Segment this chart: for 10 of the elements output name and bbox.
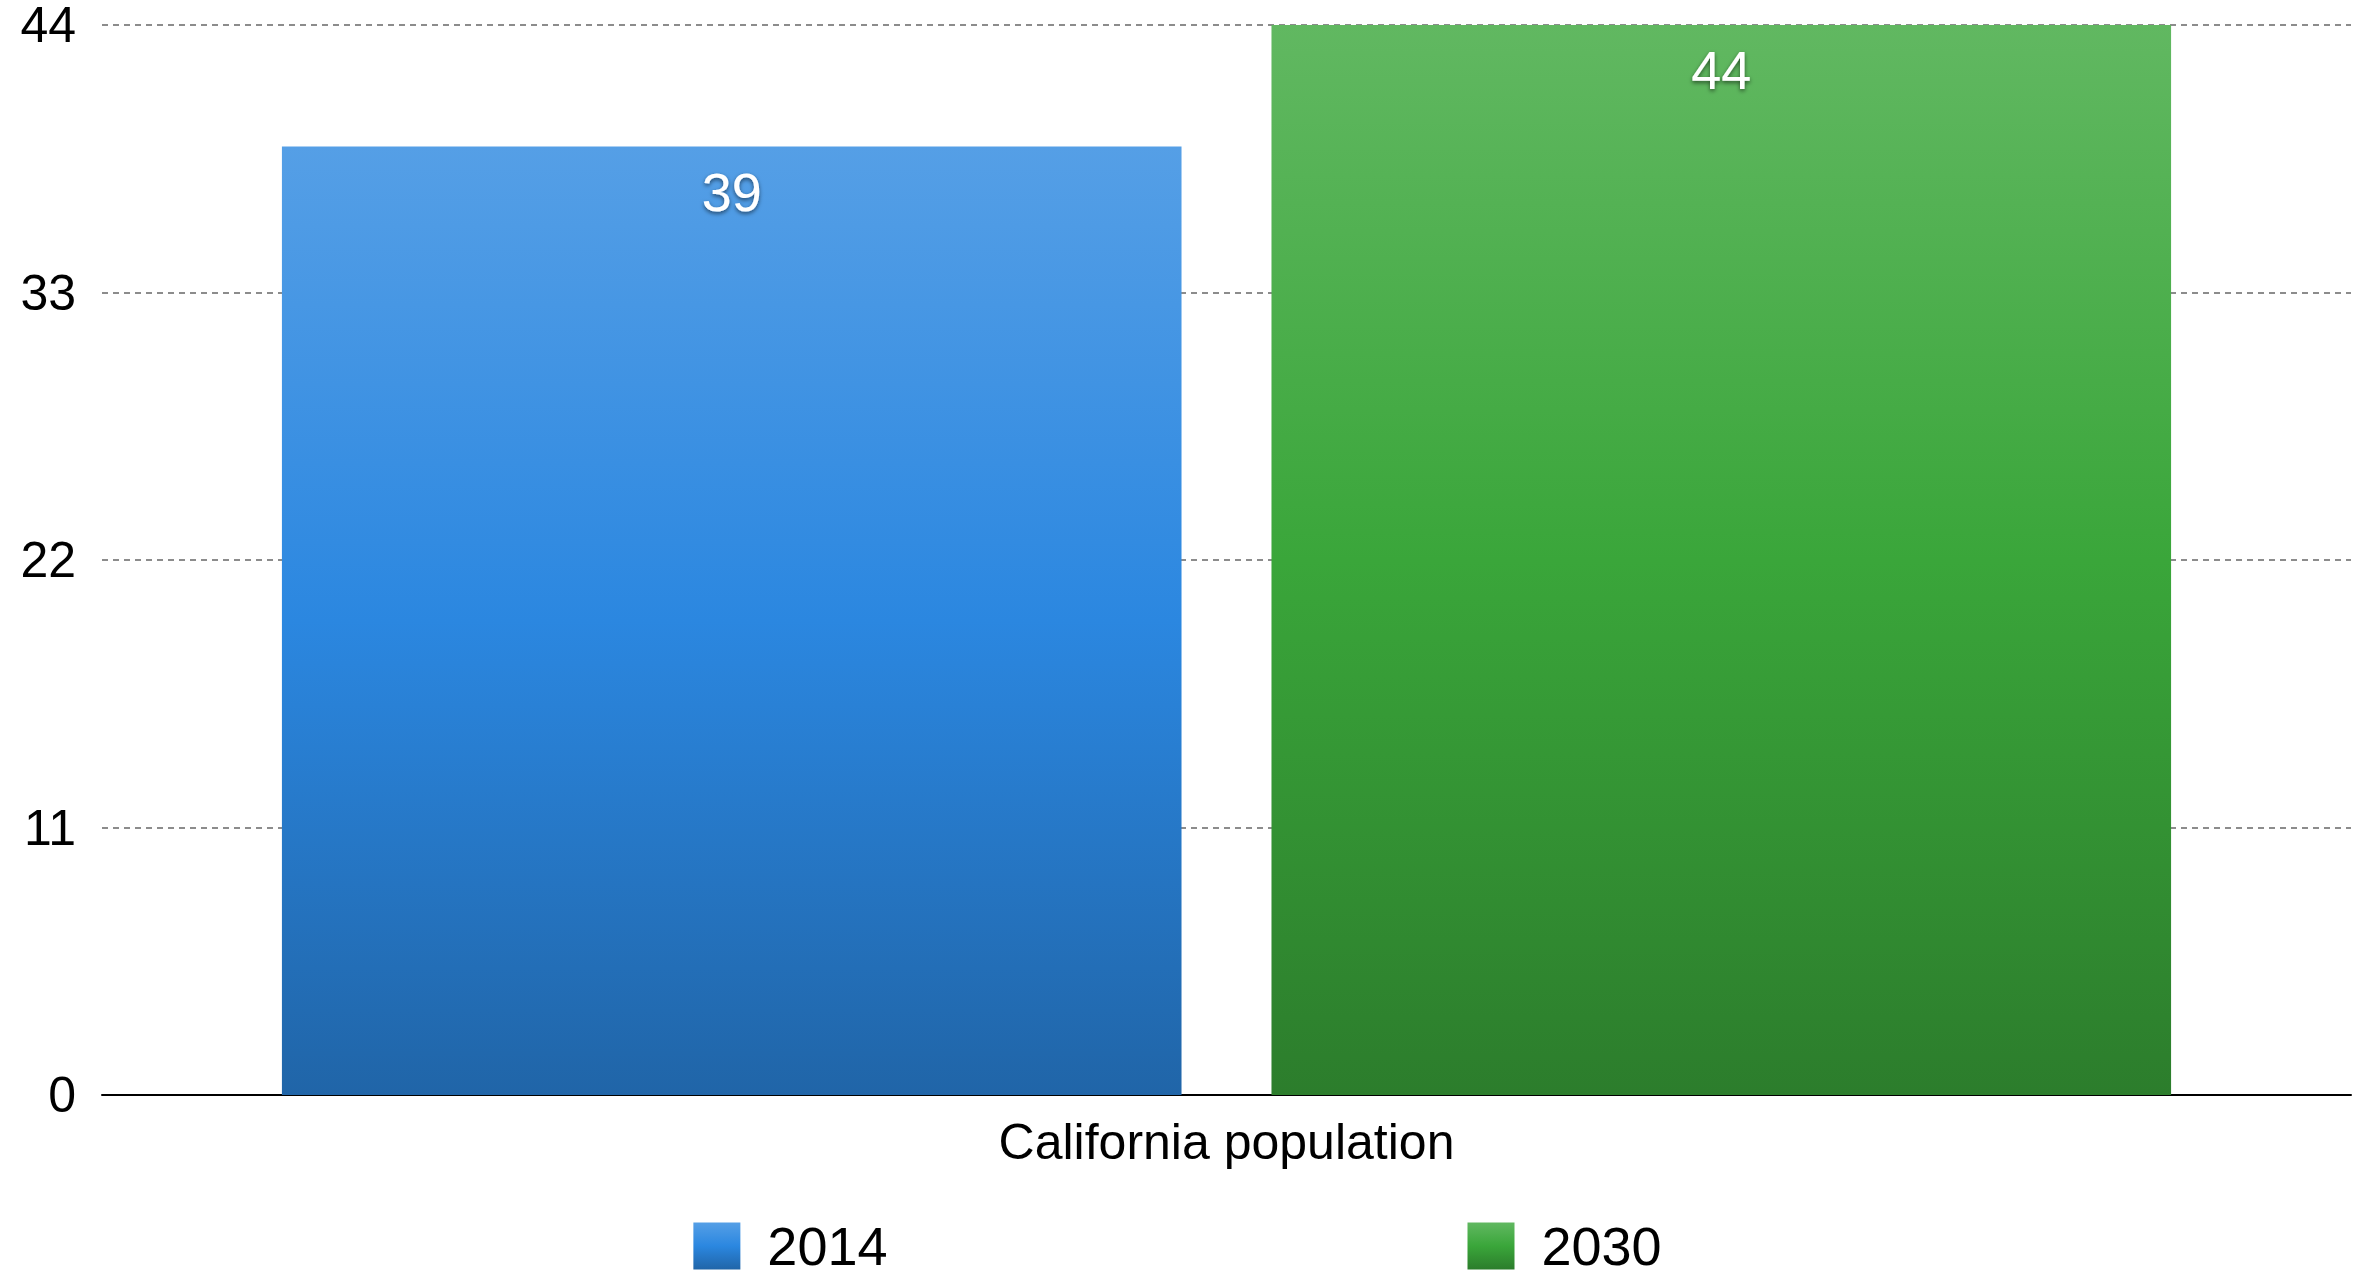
data-label: 44	[1691, 40, 1752, 100]
y-tick-label: 11	[24, 799, 76, 856]
y-tick-label: 33	[20, 264, 76, 321]
x-tick-label: California population	[998, 1114, 1455, 1170]
legend-label: 2014	[767, 1216, 888, 1276]
legend-label: 2030	[1541, 1216, 1662, 1276]
y-tick-label: 44	[20, 0, 76, 53]
data-label: 39	[701, 161, 762, 222]
y-tick-label: 0	[48, 1067, 76, 1123]
y-tick-label: 22	[20, 532, 76, 588]
